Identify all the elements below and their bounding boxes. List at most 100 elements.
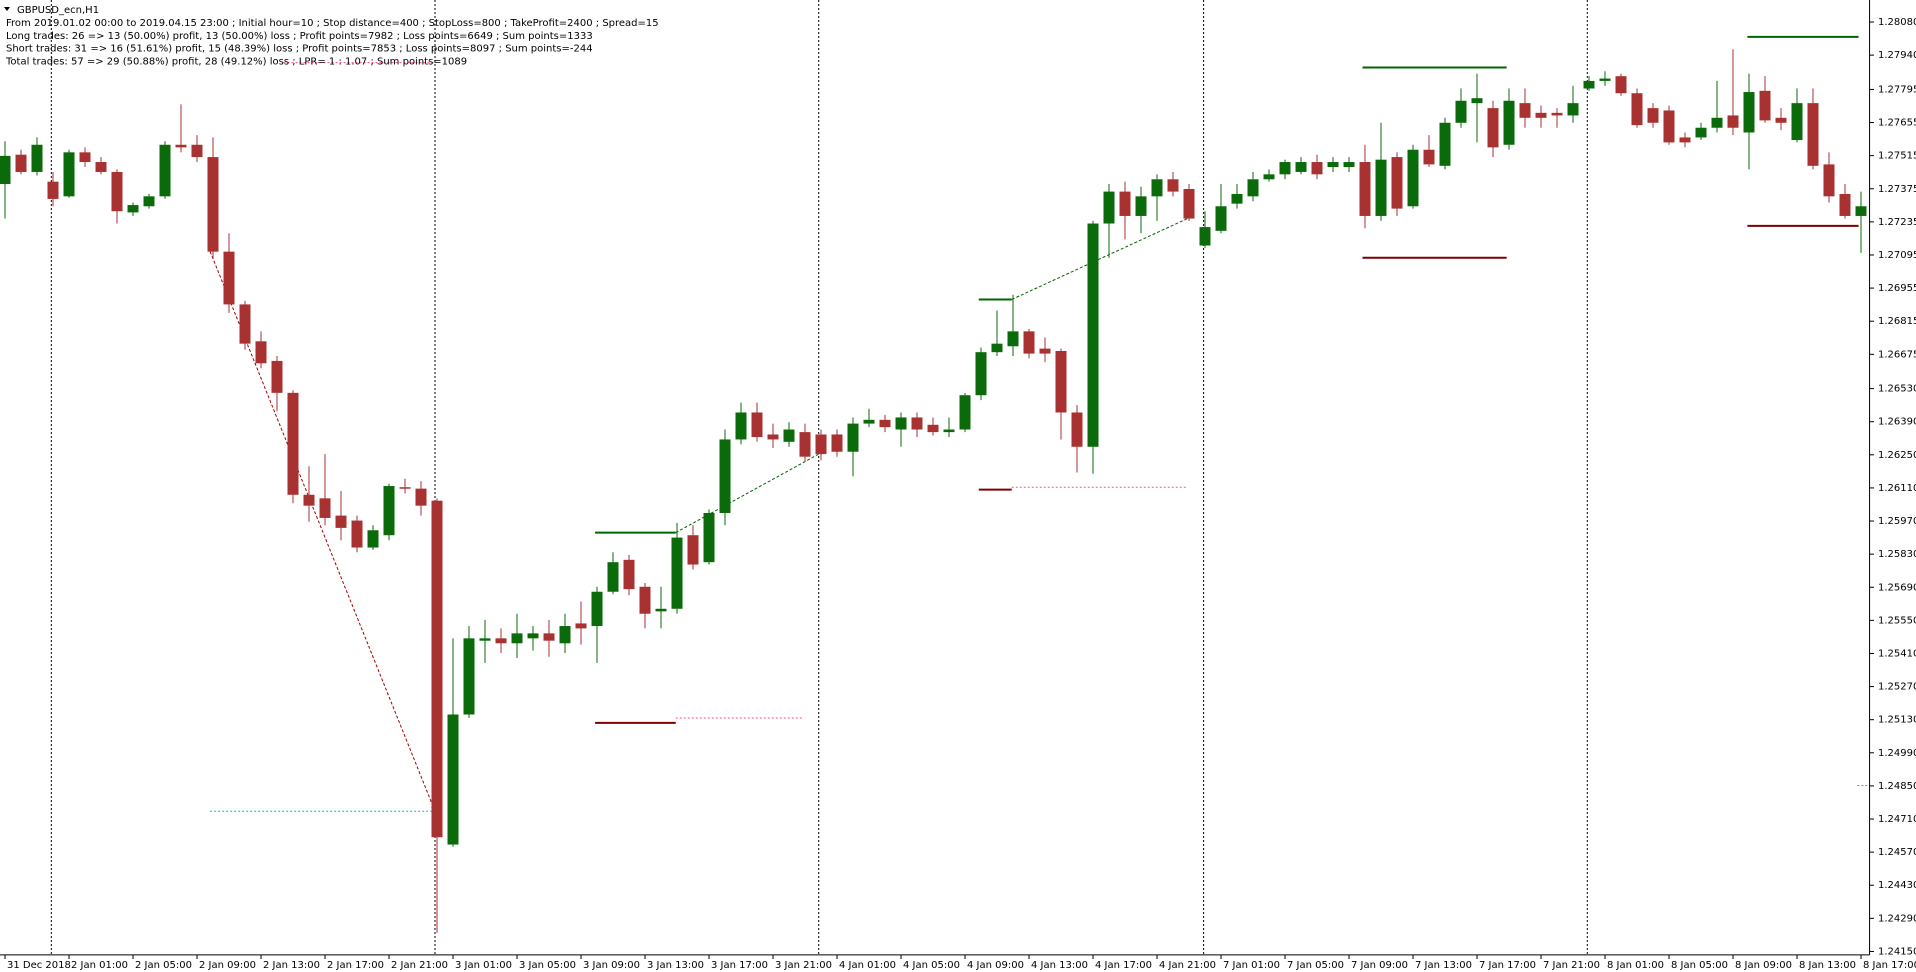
candle-body (1023, 331, 1035, 354)
candle-body (847, 423, 859, 452)
x-tick-label: 4 Jan 01:00 (839, 960, 896, 971)
candle-body (1119, 191, 1131, 216)
y-tick-label: 1.28080 (1878, 17, 1916, 28)
candle-body (31, 144, 43, 172)
x-tick-label: 8 Jan 13:00 (1799, 960, 1856, 971)
candle-body (623, 559, 635, 590)
candle-body (1455, 100, 1467, 123)
candle-body (959, 395, 971, 430)
x-tick-label: 3 Jan 09:00 (583, 960, 640, 971)
x-tick-label: 4 Jan 21:00 (1159, 960, 1216, 971)
candle-body (1343, 162, 1355, 167)
y-tick-label: 1.26250 (1878, 450, 1916, 461)
x-tick-label: 3 Jan 21:00 (775, 960, 832, 971)
candle-body (1007, 331, 1019, 347)
candle-body (1151, 179, 1163, 197)
candle-body (1759, 90, 1771, 121)
candle-body (1183, 188, 1195, 219)
candle-body (1503, 100, 1515, 145)
x-tick-label: 7 Jan 09:00 (1351, 960, 1408, 971)
candle-body (1535, 112, 1547, 118)
candle-body (879, 419, 891, 428)
candle-body (767, 434, 779, 440)
info-line: Total trades: 57 => 29 (50.88%) profit, … (5, 56, 467, 67)
y-tick-label: 1.24850 (1878, 781, 1916, 792)
candle-body (1647, 108, 1659, 123)
marks (0, 49, 1867, 933)
candle-body (175, 144, 187, 148)
candle-body (1807, 103, 1819, 166)
candle-body (783, 429, 795, 442)
candle-body (1295, 162, 1307, 172)
candle-body (1791, 103, 1803, 141)
x-tick-label: 3 Jan 01:00 (455, 960, 512, 971)
candle-body (287, 392, 299, 495)
candle-body (335, 515, 347, 528)
take-profit-lines (595, 37, 1858, 533)
candle-body (63, 152, 75, 197)
candle-body (799, 432, 811, 457)
candle-body (127, 205, 139, 213)
y-tick-label: 1.27515 (1878, 151, 1916, 162)
x-tick-label: 7 Jan 05:00 (1287, 960, 1344, 971)
y-tick-label: 1.27655 (1878, 118, 1916, 129)
x-tick-label: 4 Jan 05:00 (903, 960, 960, 971)
candle-body (447, 714, 459, 845)
candle-body (47, 181, 59, 199)
y-tick-label: 1.27095 (1878, 250, 1916, 261)
info-line: From 2019.01.02 00:00 to 2019.04.15 23:0… (6, 18, 659, 29)
candle-body (223, 251, 235, 305)
y-tick-label: 1.25270 (1878, 682, 1916, 693)
candle-body (1055, 350, 1067, 413)
x-tick-label: 4 Jan 09:00 (967, 960, 1024, 971)
y-tick-label: 1.24990 (1878, 748, 1916, 759)
overlay (0, 0, 1870, 955)
x-tick-label: 8 Jan 17:00 (1863, 960, 1916, 971)
trade-line (210, 252, 435, 812)
info-line: Long trades: 26 => 13 (50.00%) profit, 1… (6, 31, 593, 42)
candle-body (383, 486, 395, 536)
candle-body (1359, 162, 1371, 216)
candle-body (0, 155, 11, 185)
candle-body (1439, 122, 1451, 166)
collapse-icon (4, 7, 10, 11)
y-tick-label: 1.24430 (1878, 880, 1916, 891)
candle-body (1775, 117, 1787, 123)
x-tick-label: 7 Jan 01:00 (1223, 960, 1280, 971)
candle-body (639, 586, 651, 614)
candle-body (703, 512, 715, 563)
y-tick-label: 1.27375 (1878, 184, 1916, 195)
x-tick-label: 3 Jan 05:00 (519, 960, 576, 971)
candle-body (351, 520, 363, 548)
candle-body (479, 638, 491, 641)
candle-body (1727, 115, 1739, 128)
candle-body (1311, 162, 1323, 175)
candle-body (1487, 108, 1499, 148)
candle-body (495, 638, 507, 644)
y-tick-label: 1.26815 (1878, 316, 1916, 327)
candle-body (559, 626, 571, 644)
trade-lines (210, 218, 1188, 811)
trade-line (676, 454, 819, 533)
x-tick-label: 3 Jan 17:00 (711, 960, 768, 971)
x-tick-label: 4 Jan 17:00 (1095, 960, 1152, 971)
candle-body (1247, 179, 1259, 197)
candle-body (687, 535, 699, 565)
y-tick-label: 1.25550 (1878, 615, 1916, 626)
candle-body (1663, 110, 1675, 143)
candle-body (111, 171, 123, 212)
y-tick-label: 1.25830 (1878, 549, 1916, 560)
x-tick-label: 8 Jan 09:00 (1735, 960, 1792, 971)
day-separators (51, 0, 1587, 955)
candle-body (895, 417, 907, 430)
candle-body (1519, 103, 1531, 118)
candle-body (575, 623, 587, 629)
y-tick-label: 1.26955 (1878, 283, 1916, 294)
candle-body (735, 412, 747, 440)
x-tick-label: 7 Jan 21:00 (1543, 960, 1600, 971)
candle-body (1407, 149, 1419, 207)
info-line: Short trades: 31 => 16 (51.61%) profit, … (6, 44, 593, 55)
